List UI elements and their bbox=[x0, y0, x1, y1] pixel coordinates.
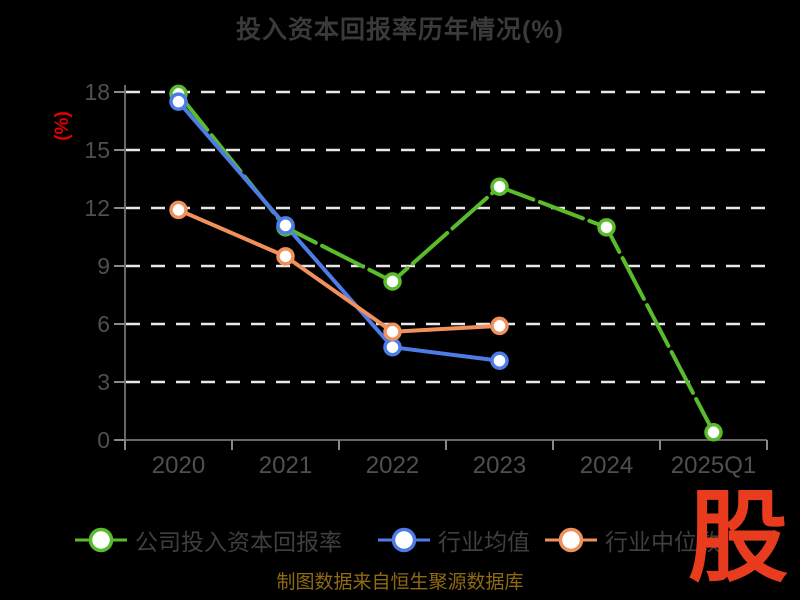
y-tick-label-15: 15 bbox=[84, 137, 110, 163]
data-point-company-roic-2023[interactable] bbox=[490, 177, 509, 196]
series-line-industry-mean bbox=[176, 99, 502, 363]
stock-logo-watermark: 股 bbox=[688, 482, 788, 594]
legend-item-company-roic[interactable]: 公司投入资本回报率 bbox=[75, 522, 342, 558]
series-line-industry-median bbox=[176, 207, 502, 334]
x-tick-label-2021: 2021 bbox=[258, 452, 313, 479]
legend-item-industry-mean[interactable]: 行业均值 bbox=[378, 522, 530, 558]
data-point-company-roic-2022[interactable] bbox=[383, 272, 402, 291]
data-point-industry-mean-2022[interactable] bbox=[383, 337, 402, 357]
x-tick-label-2025Q1: 2025Q1 bbox=[670, 452, 757, 479]
data-point-industry-median-2020[interactable] bbox=[169, 200, 188, 220]
y-tick-label-6: 6 bbox=[97, 311, 110, 337]
legend-item-industry-median[interactable]: 行业中位数 bbox=[545, 522, 720, 558]
x-tick-label-2024: 2024 bbox=[579, 452, 634, 479]
data-point-company-roic-2024[interactable] bbox=[597, 218, 616, 237]
data-point-industry-median-2023[interactable] bbox=[490, 316, 509, 336]
legend-marker-industry-mean-icon bbox=[378, 527, 430, 553]
legend-marker-industry-median-icon bbox=[545, 527, 597, 553]
legend-label-industry-median: 行业中位数 bbox=[605, 529, 720, 555]
x-tick-label-2023: 2023 bbox=[472, 452, 527, 479]
x-tick-label-2022: 2022 bbox=[365, 452, 420, 479]
y-tick-label-12: 12 bbox=[84, 195, 110, 221]
chart-title: 投入资本回报率历年情况(%) bbox=[236, 16, 564, 44]
y-tick-label-9: 9 bbox=[97, 253, 110, 279]
data-point-industry-mean-2020[interactable] bbox=[169, 92, 188, 111]
y-tick-label-0: 0 bbox=[97, 427, 110, 453]
legend-marker-company-roic-icon bbox=[75, 527, 127, 553]
x-tick-label-2020: 2020 bbox=[151, 452, 206, 479]
y-tick-label-3: 3 bbox=[97, 369, 110, 395]
legend: 公司投入资本回报率 行业均值 行业中位数 bbox=[0, 522, 800, 558]
data-point-industry-median-2021[interactable] bbox=[276, 247, 295, 266]
data-point-industry-mean-2023[interactable] bbox=[490, 351, 509, 370]
y-tick-label-18: 18 bbox=[84, 79, 110, 105]
legend-label-company-roic: 公司投入资本回报率 bbox=[135, 529, 342, 555]
footer-data-source: 制图数据来自恒生聚源数据库 bbox=[276, 572, 524, 593]
data-point-company-roic-2025Q1[interactable] bbox=[704, 423, 723, 442]
data-point-industry-mean-2021[interactable] bbox=[276, 216, 295, 235]
legend-label-industry-mean: 行业均值 bbox=[438, 529, 530, 555]
data-point-industry-median-2022[interactable] bbox=[383, 322, 402, 341]
